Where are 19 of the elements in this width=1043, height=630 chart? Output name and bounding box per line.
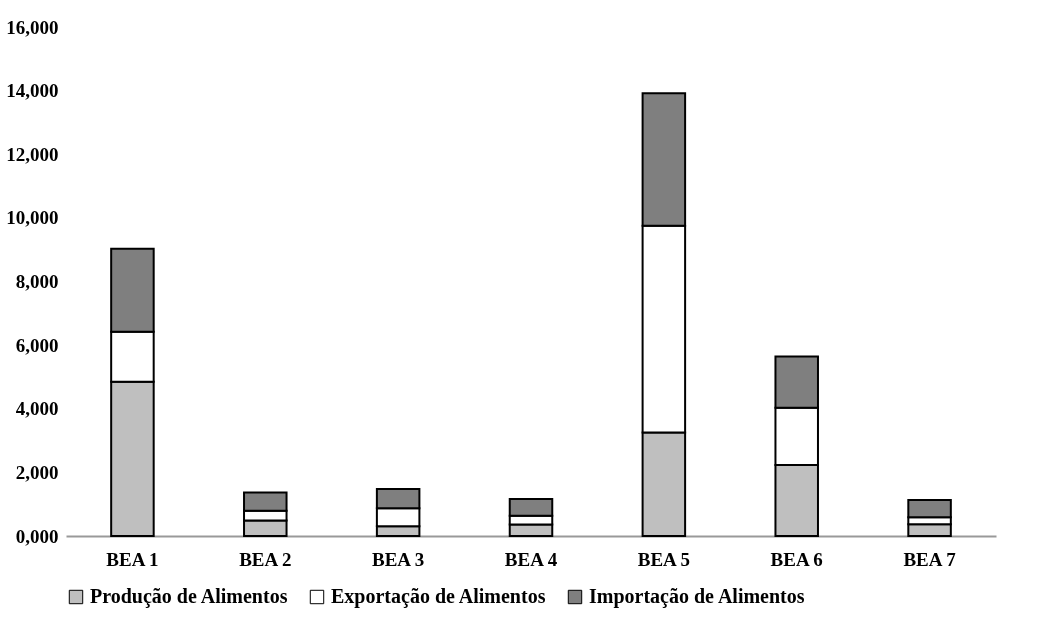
y-tick-label: 6,000 [15, 334, 59, 356]
y-tick-label: 2,000 [15, 461, 59, 483]
y-tick-label: 14,000 [6, 80, 59, 102]
x-tick-label: BEA 4 [504, 548, 558, 570]
x-tick-label: BEA 6 [770, 548, 823, 570]
y-tick-label: 16,000 [6, 16, 59, 38]
x-tick-label: BEA 5 [637, 548, 690, 570]
y-tick-label: 4,000 [15, 398, 59, 420]
x-tick-label: BEA 3 [372, 548, 425, 570]
x-tick-label: BEA 7 [903, 548, 957, 570]
y-tick-label: 10,000 [6, 207, 59, 229]
x-tick-label: BEA 1 [106, 548, 159, 570]
y-tick-label: 12,000 [6, 143, 59, 165]
y-tick-label: 0,000 [15, 525, 59, 547]
legend-label: Exportação de Alimentos [331, 585, 546, 608]
y-tick-label: 8,000 [15, 271, 59, 292]
legend-label: Importação de Alimentos [589, 585, 805, 608]
x-tick-label: BEA 2 [239, 548, 292, 570]
legend-label: Produção de Alimentos [90, 585, 288, 608]
